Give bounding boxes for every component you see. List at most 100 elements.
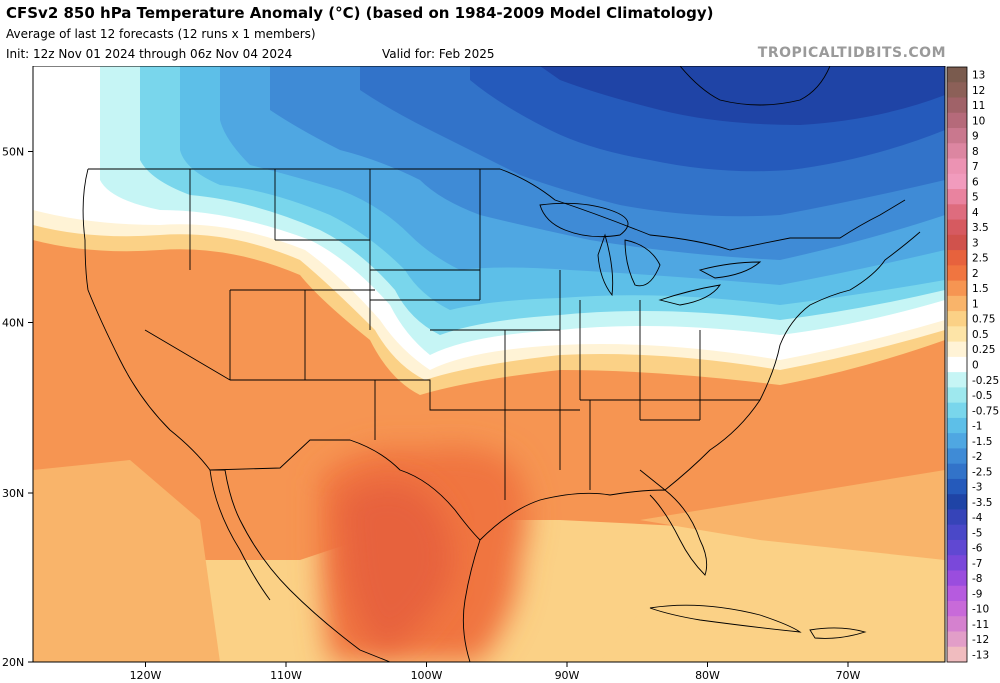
colorbar: 13 12 11 10 9 8 7 6 5 4 3.5 3 2.5 2 1.5 1 0.75 0.5 0.25 0 -0…: [946, 66, 999, 663]
colorbar-swatch: [947, 463, 967, 480]
colorbar-swatch: [947, 372, 967, 388]
colorbar-label: -2: [972, 451, 982, 463]
colorbar-label: -3: [972, 482, 982, 494]
colorbar-swatch: [947, 158, 967, 175]
colorbar-swatch: [947, 265, 967, 282]
colorbar-swatch: [947, 585, 967, 602]
colorbar-swatch: [947, 448, 967, 465]
colorbar-swatch: [947, 417, 967, 434]
anomaly-field: [33, 66, 945, 662]
colorbar-swatch: [947, 616, 967, 632]
colorbar-label: 1.5: [972, 283, 989, 295]
colorbar-label: 6: [972, 176, 979, 188]
colorbar-swatch: [947, 600, 967, 617]
colorbar-swatch: [947, 402, 967, 419]
lon-ticks: [145, 662, 849, 667]
colorbar-label: -4: [972, 512, 983, 524]
colorbar-frame: [946, 66, 968, 663]
header: CFSv2 850 hPa Temperature Anomaly (°C) (…: [0, 0, 1000, 66]
map-frame: [32, 65, 946, 663]
colorbar-swatch: [947, 82, 967, 99]
colorbar-swatch: [947, 539, 967, 556]
colorbar-label: 7: [972, 161, 979, 173]
colorbar-label: -5: [972, 527, 982, 539]
lon-label-90w: 90W: [555, 669, 580, 682]
colorbar-swatch: [947, 97, 967, 114]
colorbar-label: 0: [972, 360, 979, 372]
lon-label-120w: 120W: [130, 669, 162, 682]
colorbar-swatch: [947, 112, 967, 129]
colorbar-swatch: [947, 128, 967, 144]
colorbar-swatch: [947, 646, 967, 663]
colorbar-swatch: [947, 509, 967, 526]
colorbar-label: 8: [972, 146, 979, 158]
colorbar-swatch: [947, 204, 967, 221]
lat-label-40n: 40N: [2, 317, 24, 330]
lat-ticks: [28, 151, 33, 663]
lat-label-20n: 20N: [2, 656, 24, 669]
colorbar-swatch: [947, 67, 967, 83]
lat-label-30n: 30N: [2, 487, 24, 500]
colorbar-swatch: [947, 433, 967, 449]
colorbar-label: -1.5: [972, 436, 993, 448]
lon-label-70w: 70W: [836, 669, 861, 682]
colorbar-label: 5: [972, 192, 979, 204]
colorbar-label: 9: [972, 131, 979, 143]
lon-label-110w: 110W: [270, 669, 302, 682]
colorbar-label: 10: [972, 115, 985, 127]
colorbar-swatch: [947, 356, 967, 373]
colorbar-swatch: [947, 631, 967, 648]
colorbar-label: 4: [972, 207, 979, 219]
colorbar-label: 0.75: [972, 314, 995, 326]
colorbar-swatch: [947, 494, 967, 510]
colorbar-label: -0.25: [972, 375, 999, 387]
colorbar-label: 2: [972, 268, 979, 280]
colorbar-swatch: [947, 250, 967, 266]
colorbar-swatch: [947, 311, 967, 327]
colorbar-swatch: [947, 478, 967, 495]
colorbar-label: -2.5: [972, 466, 993, 478]
colorbar-swatch: [947, 143, 967, 160]
colorbar-swatch: [947, 387, 967, 404]
map-title: CFSv2 850 hPa Temperature Anomaly (°C) (…: [6, 4, 714, 22]
colorbar-label: 3.5: [972, 222, 989, 234]
colorbar-label: -1: [972, 421, 982, 433]
colorbar-label: 13: [972, 70, 985, 82]
brand-watermark: TROPICALTIDBITS.COM: [757, 45, 946, 61]
colorbar-swatch: [947, 326, 967, 343]
colorbar-label: 0.25: [972, 344, 995, 356]
colorbar-label: -7: [972, 558, 982, 570]
colorbar-swatch: [947, 295, 967, 312]
colorbar-label: -6: [972, 543, 983, 555]
colorbar-swatch: [947, 189, 967, 205]
colorbar-label: -9: [972, 588, 982, 600]
colorbar-label: 3: [972, 237, 979, 249]
colorbar-label: 2.5: [972, 253, 989, 265]
colorbar-swatch: [947, 570, 967, 587]
colorbar-label: 1: [972, 298, 979, 310]
colorbar-swatch: [947, 555, 967, 571]
valid-time: Valid for: Feb 2025: [382, 47, 495, 61]
init-time: Init: 12z Nov 01 2024 through 06z Nov 04…: [6, 47, 293, 61]
colorbar-label: 12: [972, 85, 985, 97]
colorbar-label: -8: [972, 573, 982, 585]
boundaries: [82, 66, 921, 662]
lon-label-100w: 100W: [411, 669, 443, 682]
colorbar-label: -0.5: [972, 390, 993, 402]
colorbar-label: 11: [972, 100, 985, 112]
colorbar-label: -3.5: [972, 497, 993, 509]
lon-label-80w: 80W: [695, 669, 720, 682]
colorbar-swatch: [947, 524, 967, 541]
colorbar-swatch: [947, 280, 967, 297]
colorbar-label: -0.75: [972, 405, 999, 417]
colorbar-label: -12: [972, 634, 989, 646]
colorbar-swatch: [947, 173, 967, 190]
colorbar-label: -11: [972, 619, 989, 631]
colorbar-swatch: [947, 219, 967, 236]
colorbar-swatch: [947, 341, 967, 358]
colorbar-label: -10: [972, 604, 989, 616]
map-subtitle: Average of last 12 forecasts (12 runs x …: [6, 27, 316, 41]
colorbar-label: -13: [972, 649, 989, 661]
colorbar-swatch: [947, 234, 967, 251]
